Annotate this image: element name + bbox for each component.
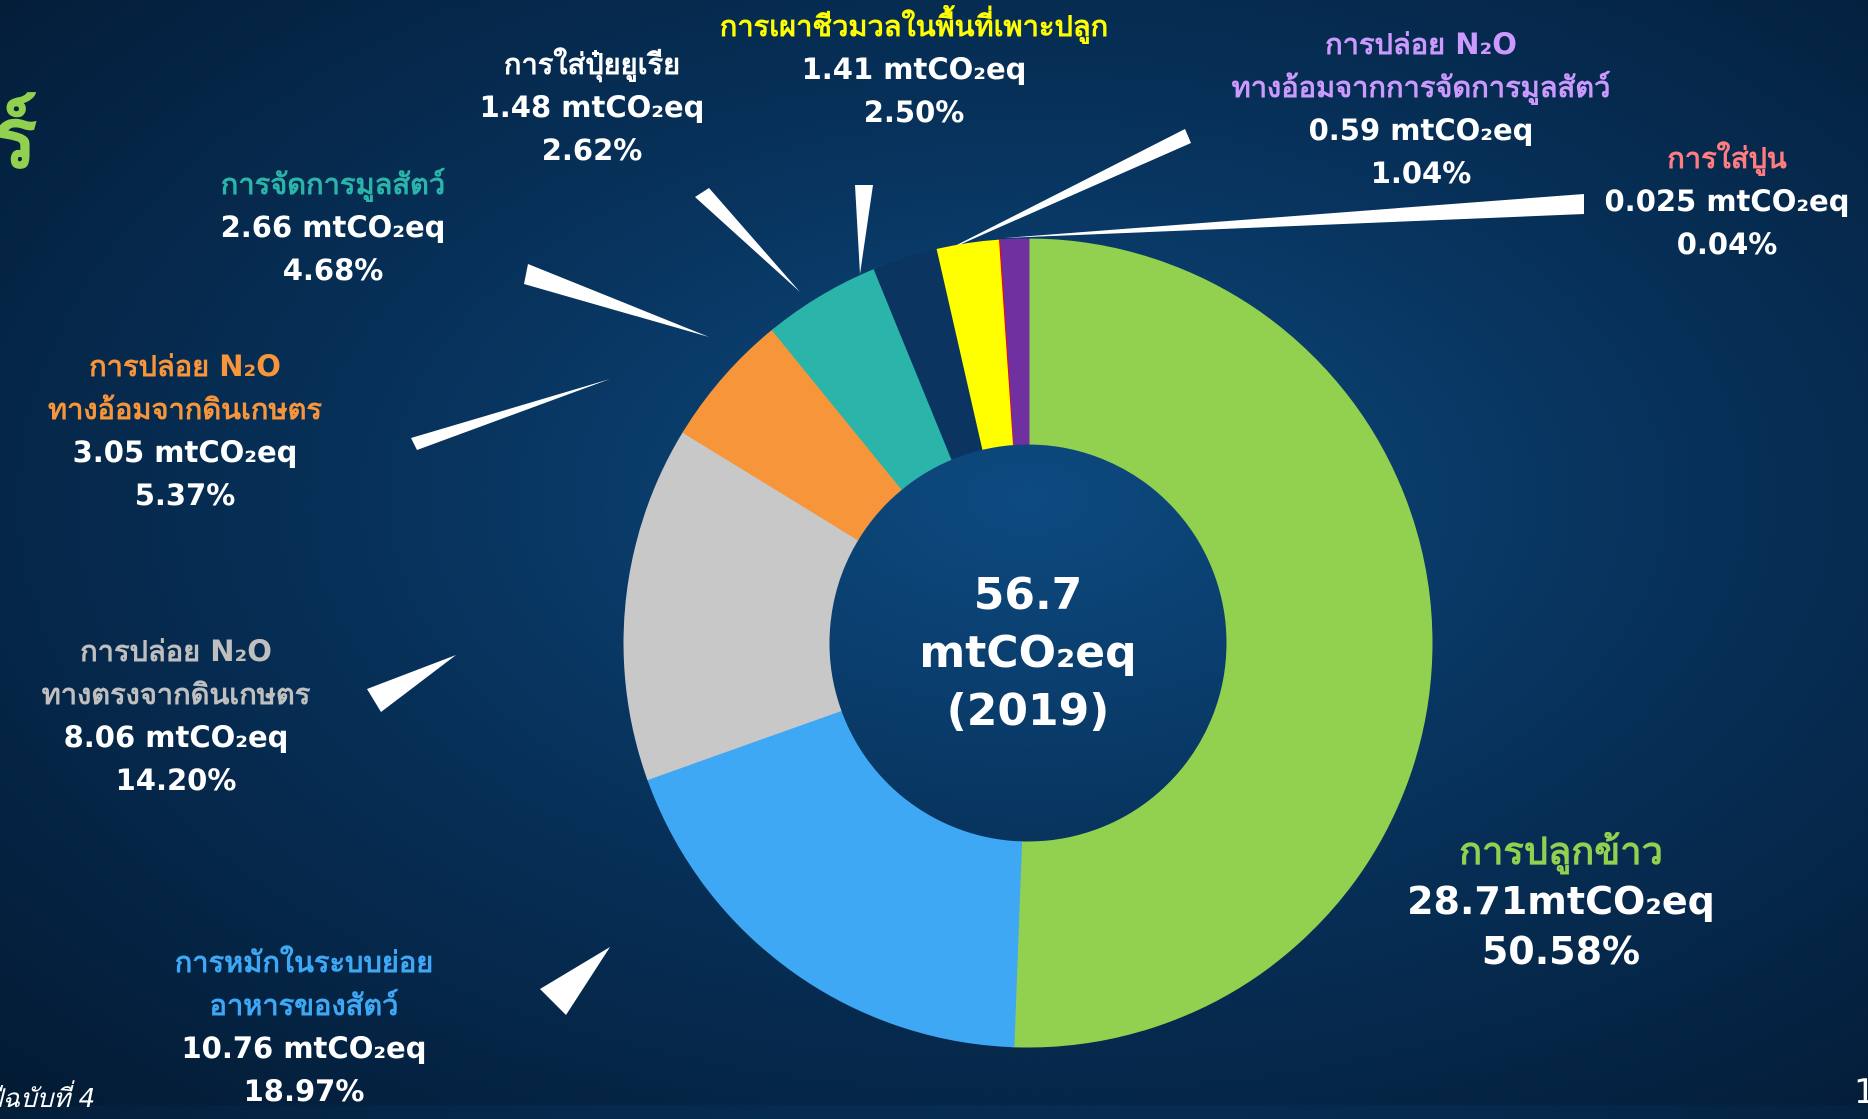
- value-label: 10.76 mtCO₂eq: [181, 1031, 427, 1065]
- donut: [623, 238, 1433, 1048]
- pointer: [1004, 194, 1584, 238]
- slice: [623, 430, 860, 781]
- slice-label: การใส่ปุ๋ยยูเรีย 1.48 mtCO₂eq 2.62%: [480, 43, 705, 172]
- category-label: การปล่อย N₂O ทางอ้อมจากการจัดการมูลสัตว์: [1231, 27, 1611, 104]
- category-label: การหมักในระบบย่อย อาหารของสัตว์: [174, 945, 434, 1022]
- slice-label: การจัดการมูลสัตว์ 2.66 mtCO₂eq 4.68%: [221, 163, 446, 292]
- category-label: การเผาชีวมวลในพื้นที่เพาะปลูก: [719, 9, 1109, 43]
- pointer: [540, 947, 610, 1015]
- category-label: การปล่อย N₂O ทางตรงจากดินเกษตร: [41, 634, 311, 711]
- slice-label: การปลูกข้าว 28.71mtCO₂eq 50.58%: [1407, 826, 1715, 976]
- pointer: [695, 188, 800, 292]
- pointer: [411, 379, 610, 450]
- percentage-label: 18.97%: [243, 1074, 365, 1108]
- value-label: 8.06 mtCO₂eq: [63, 720, 289, 754]
- category-label: การปล่อย N₂O ทางอ้อมจากดินเกษตร: [48, 349, 322, 426]
- slice-label: การปล่อย N₂O ทางอ้อมจากดินเกษตร 3.05 mtCO…: [48, 345, 322, 517]
- center-label: 56.7 mtCO₂eq (2019): [919, 566, 1136, 740]
- pointer: [855, 185, 873, 274]
- slice-label: การหมักในระบบย่อย อาหารของสัตว์ 10.76 mtC…: [175, 941, 434, 1113]
- center-year: (2019): [946, 685, 1110, 736]
- value-label: 0.025 mtCO₂eq: [1604, 184, 1850, 218]
- category-label: การจัดการมูลสัตว์: [220, 167, 446, 201]
- page-number: 1: [1854, 1072, 1868, 1112]
- percentage-label: 2.62%: [541, 133, 643, 167]
- slice-label: การปล่อย N₂O ทางอ้อมจากการจัดการมูลสัตว์…: [1232, 23, 1611, 195]
- percentage-label: 2.50%: [863, 95, 965, 129]
- category-label: การปลูกข้าว: [1459, 829, 1663, 873]
- percentage-label: 4.68%: [282, 253, 384, 287]
- percentage-label: 14.20%: [115, 763, 237, 797]
- percentage-label: 1.04%: [1370, 156, 1472, 190]
- center-total: 56.7: [973, 569, 1083, 620]
- pointers: [367, 129, 1584, 1015]
- slice-label: การเผาชีวมวลในพื้นที่เพาะปลูก 1.41 mtCO₂e…: [720, 5, 1108, 134]
- slice: [646, 708, 1023, 1048]
- pointer: [524, 264, 709, 337]
- category-label: การใส่ปุ๋ยยูเรีย: [503, 47, 681, 81]
- slice: [1011, 238, 1433, 1048]
- percentage-label: 50.58%: [1481, 929, 1641, 973]
- footnote: ปีฉบับที่ 4: [0, 1084, 96, 1114]
- slice: [1000, 238, 1030, 446]
- category-label: การใส่ปูน: [1667, 141, 1787, 175]
- pointer: [941, 129, 1191, 253]
- value-label: 1.41 mtCO₂eq: [801, 52, 1027, 86]
- pointer: [367, 655, 456, 712]
- value-label: 3.05 mtCO₂eq: [72, 435, 298, 469]
- center-unit: mtCO₂eq: [919, 627, 1137, 678]
- value-label: 1.48 mtCO₂eq: [479, 90, 705, 124]
- heading-fragment: ร์: [0, 89, 38, 187]
- slice-label: การปล่อย N₂O ทางตรงจากดินเกษตร 8.06 mtCO₂…: [42, 630, 311, 802]
- slice-label: การใส่ปูน 0.025 mtCO₂eq 0.04%: [1605, 137, 1850, 266]
- percentage-label: 5.37%: [134, 478, 236, 512]
- value-label: 0.59 mtCO₂eq: [1308, 113, 1534, 147]
- percentage-label: 0.04%: [1676, 227, 1778, 261]
- value-label: 28.71mtCO₂eq: [1407, 879, 1715, 923]
- value-label: 2.66 mtCO₂eq: [220, 210, 446, 244]
